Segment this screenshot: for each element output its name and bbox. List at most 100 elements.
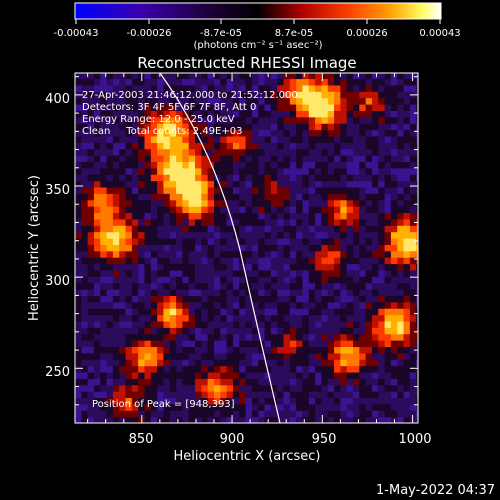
heatmap-cell	[207, 397, 215, 405]
heatmap-cell	[321, 180, 329, 188]
heatmap-cell	[397, 110, 405, 118]
heatmap-cell	[169, 346, 177, 354]
heatmap-cell	[283, 186, 291, 194]
heatmap-cell	[201, 314, 209, 322]
heatmap-cell	[315, 174, 323, 182]
heatmap-cell	[289, 391, 297, 399]
heatmap-cell	[296, 97, 304, 105]
heatmap-cell	[188, 391, 196, 399]
heatmap-cell	[182, 391, 190, 399]
heatmap-cell	[239, 110, 247, 118]
heatmap-cell	[416, 123, 418, 131]
heatmap-cell	[87, 91, 95, 99]
heatmap-cell	[125, 199, 133, 207]
heatmap-cell	[409, 340, 417, 348]
heatmap-cell	[75, 416, 82, 423]
heatmap-cell	[359, 410, 367, 418]
heatmap-cell	[188, 174, 196, 182]
heatmap-cell	[270, 186, 278, 194]
heatmap-cell	[93, 384, 101, 392]
heatmap-cell	[119, 308, 127, 316]
heatmap-cell	[119, 161, 127, 169]
heatmap-cell	[270, 78, 278, 86]
heatmap-cell	[112, 225, 120, 233]
heatmap-cell	[163, 276, 171, 284]
heatmap-cell	[188, 308, 196, 316]
heatmap-cell	[169, 148, 177, 156]
heatmap-cell	[346, 371, 354, 379]
heatmap-cell	[188, 116, 196, 124]
heatmap-cell	[384, 244, 392, 252]
heatmap-cell	[188, 110, 196, 118]
heatmap-cell	[416, 295, 418, 303]
heatmap-cell	[277, 206, 285, 214]
heatmap-cell	[81, 84, 89, 92]
heatmap-cell	[359, 225, 367, 233]
heatmap-cell	[334, 295, 341, 303]
heatmap-cell	[371, 289, 379, 296]
heatmap-cell	[384, 257, 392, 265]
heatmap-cell	[302, 206, 310, 214]
heatmap-cell	[188, 340, 196, 348]
heatmap-cell	[87, 225, 95, 233]
heatmap-cell	[245, 416, 253, 423]
heatmap-cell	[75, 231, 82, 239]
heatmap-cell	[207, 142, 215, 150]
heatmap-cell	[296, 295, 304, 303]
heatmap-cell	[283, 301, 291, 309]
heatmap-cell	[87, 327, 95, 335]
heatmap-cell	[296, 359, 304, 367]
heatmap-cell	[106, 97, 114, 105]
heatmap-cell	[182, 148, 190, 156]
heatmap-cell	[315, 237, 323, 245]
heatmap-cell	[220, 167, 228, 175]
heatmap-cell	[409, 174, 417, 182]
heatmap-cell	[277, 269, 285, 277]
heatmap-cell	[334, 352, 341, 360]
heatmap-cell	[308, 314, 316, 322]
heatmap-cell	[131, 142, 139, 150]
heatmap-cell	[207, 308, 215, 316]
heatmap-cell	[201, 110, 209, 118]
heatmap-cell	[327, 91, 335, 99]
heatmap-cell	[93, 276, 101, 284]
heatmap-cell	[359, 340, 367, 348]
heatmap-cell	[87, 333, 95, 341]
heatmap-cell	[327, 295, 335, 303]
heatmap-cell	[75, 365, 82, 373]
heatmap-cell	[346, 155, 354, 163]
heatmap-cell	[327, 212, 335, 220]
heatmap-cell	[195, 257, 202, 265]
heatmap-cell	[384, 78, 392, 86]
heatmap-cell	[150, 91, 158, 99]
heatmap-cell	[220, 110, 228, 118]
heatmap-cell	[264, 186, 272, 194]
heatmap-cell	[226, 116, 234, 124]
heatmap-cell	[150, 410, 158, 418]
heatmap-cell	[277, 257, 285, 265]
heatmap-cell	[371, 103, 379, 111]
heatmap-cell	[296, 142, 304, 150]
heatmap-cell	[163, 391, 171, 399]
heatmap-cell	[163, 314, 171, 322]
heatmap-cell	[403, 397, 411, 405]
heatmap-cell	[289, 269, 297, 277]
heatmap-cell	[403, 237, 411, 245]
heatmap-cell	[239, 103, 247, 111]
heatmap-cell	[346, 193, 354, 201]
heatmap-cell	[81, 346, 89, 354]
heatmap-cell	[232, 193, 240, 201]
heatmap-cell	[138, 295, 146, 303]
heatmap-cell	[195, 301, 202, 309]
heatmap-cell	[334, 397, 341, 405]
heatmap-cell	[125, 320, 133, 328]
heatmap-cell	[289, 206, 297, 214]
heatmap-cell	[226, 199, 234, 207]
heatmap-cell	[334, 180, 341, 188]
heatmap-cell	[182, 91, 190, 99]
heatmap-cell	[289, 359, 297, 367]
heatmap-cell	[131, 289, 139, 296]
heatmap-cell	[416, 103, 418, 111]
heatmap-cell	[131, 148, 139, 156]
heatmap-cell	[277, 365, 285, 373]
